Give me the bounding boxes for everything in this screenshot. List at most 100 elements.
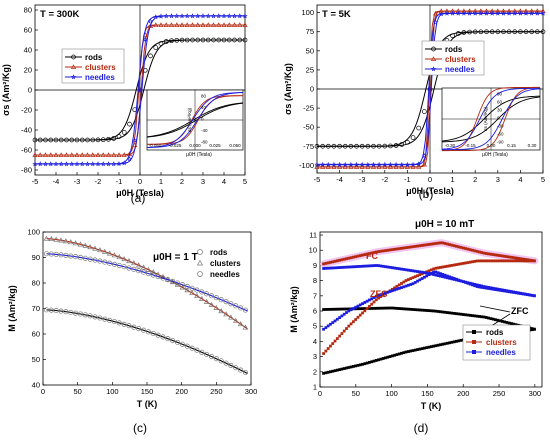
panel-b-needles-point (506, 10, 512, 16)
panel-d-clusters-fc-point (397, 247, 401, 251)
panel-b-rods-point (354, 143, 359, 149)
panel-a-needles-point (53, 161, 59, 167)
panel-d-clusters-zfc-point (329, 344, 332, 348)
panel-d-needles-zfc-point (439, 272, 442, 275)
panel-d-needles-fc-point (331, 266, 335, 270)
panel-d-needles-zfc-point (528, 293, 532, 297)
panel-d-rods-zfc-point (397, 352, 401, 356)
panel-d-needles-fc-point (363, 264, 367, 268)
panel-d-needles-zfc-point (384, 291, 387, 295)
panel-c-clusters-point (111, 252, 118, 258)
panel-c-clusters-point (126, 258, 132, 264)
panel-b-x-tick-label: 1 (451, 175, 455, 184)
panel-d-needles-zfc-point (507, 290, 511, 294)
panel-d-clusters-fc-point (329, 260, 332, 264)
panel-a-inset-y-tick-label: -40 (201, 128, 208, 133)
panel-d-rods-fc-point (505, 321, 509, 324)
panel-d-clusters-zfc-point (404, 279, 408, 282)
panel-d-y-tick-label: 2 (313, 367, 317, 376)
panel-d-y-tick-label: 9 (313, 261, 317, 270)
panel-d-clusters-zfc-point (480, 259, 484, 263)
panel-b-clusters-point (489, 8, 495, 14)
panel-d-needles-fc-point (351, 265, 355, 269)
panel-a-x-tick-label: 5 (243, 177, 247, 186)
panel-d-legend-point (472, 350, 476, 354)
panel-d-needles-fc-point (384, 265, 387, 269)
panel-c-legend-point (197, 271, 203, 277)
panel-a-needles-point (163, 13, 169, 19)
panel-a-rods-point (106, 136, 111, 142)
panel-b-clusters-point (483, 8, 490, 14)
panel-d-clusters-fc-point (494, 253, 497, 257)
panel-c-clusters-point (43, 235, 50, 241)
panel-a-inset-needles-line (146, 91, 244, 148)
panel-b-rods-point (489, 29, 495, 35)
panel-d-x-axis-label: T (K) (421, 401, 442, 411)
panel-d-clusters-fc-point (361, 253, 364, 257)
panel-d-needles-fc-point (395, 267, 399, 270)
panel-d-rods-zfc-point (533, 327, 536, 331)
panel-c-rods-point (194, 347, 200, 353)
panel-c-rods-point (199, 349, 205, 355)
panel-d-needles-fc-point (386, 265, 390, 269)
panel-b-inset-x-tick-label: -0.15 (465, 143, 476, 148)
panel-c-rods-point (155, 332, 161, 338)
panel-b-rods-point (518, 29, 523, 35)
panel-d-clusters-zfc-point (411, 276, 415, 280)
panel-d-clusters-zfc-point (420, 272, 424, 276)
panel-d-needles-zfc-point (498, 288, 502, 292)
panel-a-clusters-point (153, 22, 159, 28)
panel-d-needles-zfc-point (393, 288, 397, 292)
panel-b-legend-label: needles (445, 65, 475, 74)
panel-b-inset-x-label: μ0H (Tesla) (482, 152, 508, 158)
panel-d-needles-fc-point (379, 264, 383, 268)
panel-b-needles-point (404, 161, 411, 167)
panel-a-rods-point (111, 136, 117, 141)
panel-d-legend-point (472, 340, 476, 344)
panel-a-inset-y-label: σs (Am²/Kg) (187, 107, 192, 132)
panel-a-y-tick-label: -60 (21, 146, 32, 155)
panel-d-needles-fc-point (342, 265, 346, 269)
panel-d-x-tick-label: 0 (318, 389, 322, 398)
panel-d-needles-fc-point (377, 264, 380, 268)
panel-c-needles-point (63, 252, 69, 258)
panel-letter-b: (b) (419, 187, 434, 201)
panel-d-clusters-fc-point (351, 255, 355, 259)
panel-b-clusters-point (529, 8, 535, 14)
panel-d-needles-fc-point (372, 264, 376, 268)
panel-letter-c: (c) (133, 421, 147, 435)
panel-c-rods-point (140, 327, 147, 333)
panel-a-y-tick-label: -40 (21, 126, 32, 135)
panel-d-clusters-zfc-point (406, 278, 410, 281)
panel-d-rods-fc-point (409, 307, 413, 311)
panel-d-needles-fc-point (374, 264, 378, 267)
panel-c-clusters-point (237, 321, 244, 327)
panel-b-rods-point (348, 143, 354, 149)
panel-c-y-tick-label: 100 (27, 228, 40, 237)
panel-d-needles-zfc-point (324, 326, 328, 329)
panel-d-clusters-zfc-point (335, 337, 339, 340)
panel-a-needles-point (216, 13, 222, 19)
panel-a-legend-point (70, 74, 77, 80)
panel-d-rods-zfc-point (322, 371, 325, 375)
panel-d-needles-zfc-point (395, 287, 399, 291)
panel-a-needles-point (205, 13, 211, 19)
panel-a-needles-point (210, 13, 217, 19)
panel-d-clusters-fc-point (326, 261, 330, 265)
panel-a-needles-point (237, 13, 243, 19)
panel-d-rods-zfc-point (386, 355, 390, 359)
panel-d-needles-zfc-point (425, 274, 429, 278)
panel-d-rods-fc-point (379, 306, 383, 310)
panel-d-clusters-fc-point (349, 256, 353, 260)
panel-b-rods-point (506, 29, 512, 35)
panel-c-rods-point (174, 339, 181, 345)
panel-c-legend-point (196, 259, 204, 266)
panel-d-clusters-fc-point (354, 255, 358, 259)
panel-d-rods-fc-point (393, 306, 397, 310)
panel-b-clusters-point (387, 164, 394, 169)
panel-d-needles-zfc-point (510, 290, 513, 294)
panel-c-rods-point (204, 351, 210, 357)
panel-a-clusters-point (163, 22, 169, 27)
panel-c-needles-point (199, 289, 205, 295)
panel-b-x-tick-label: 0 (428, 175, 432, 184)
